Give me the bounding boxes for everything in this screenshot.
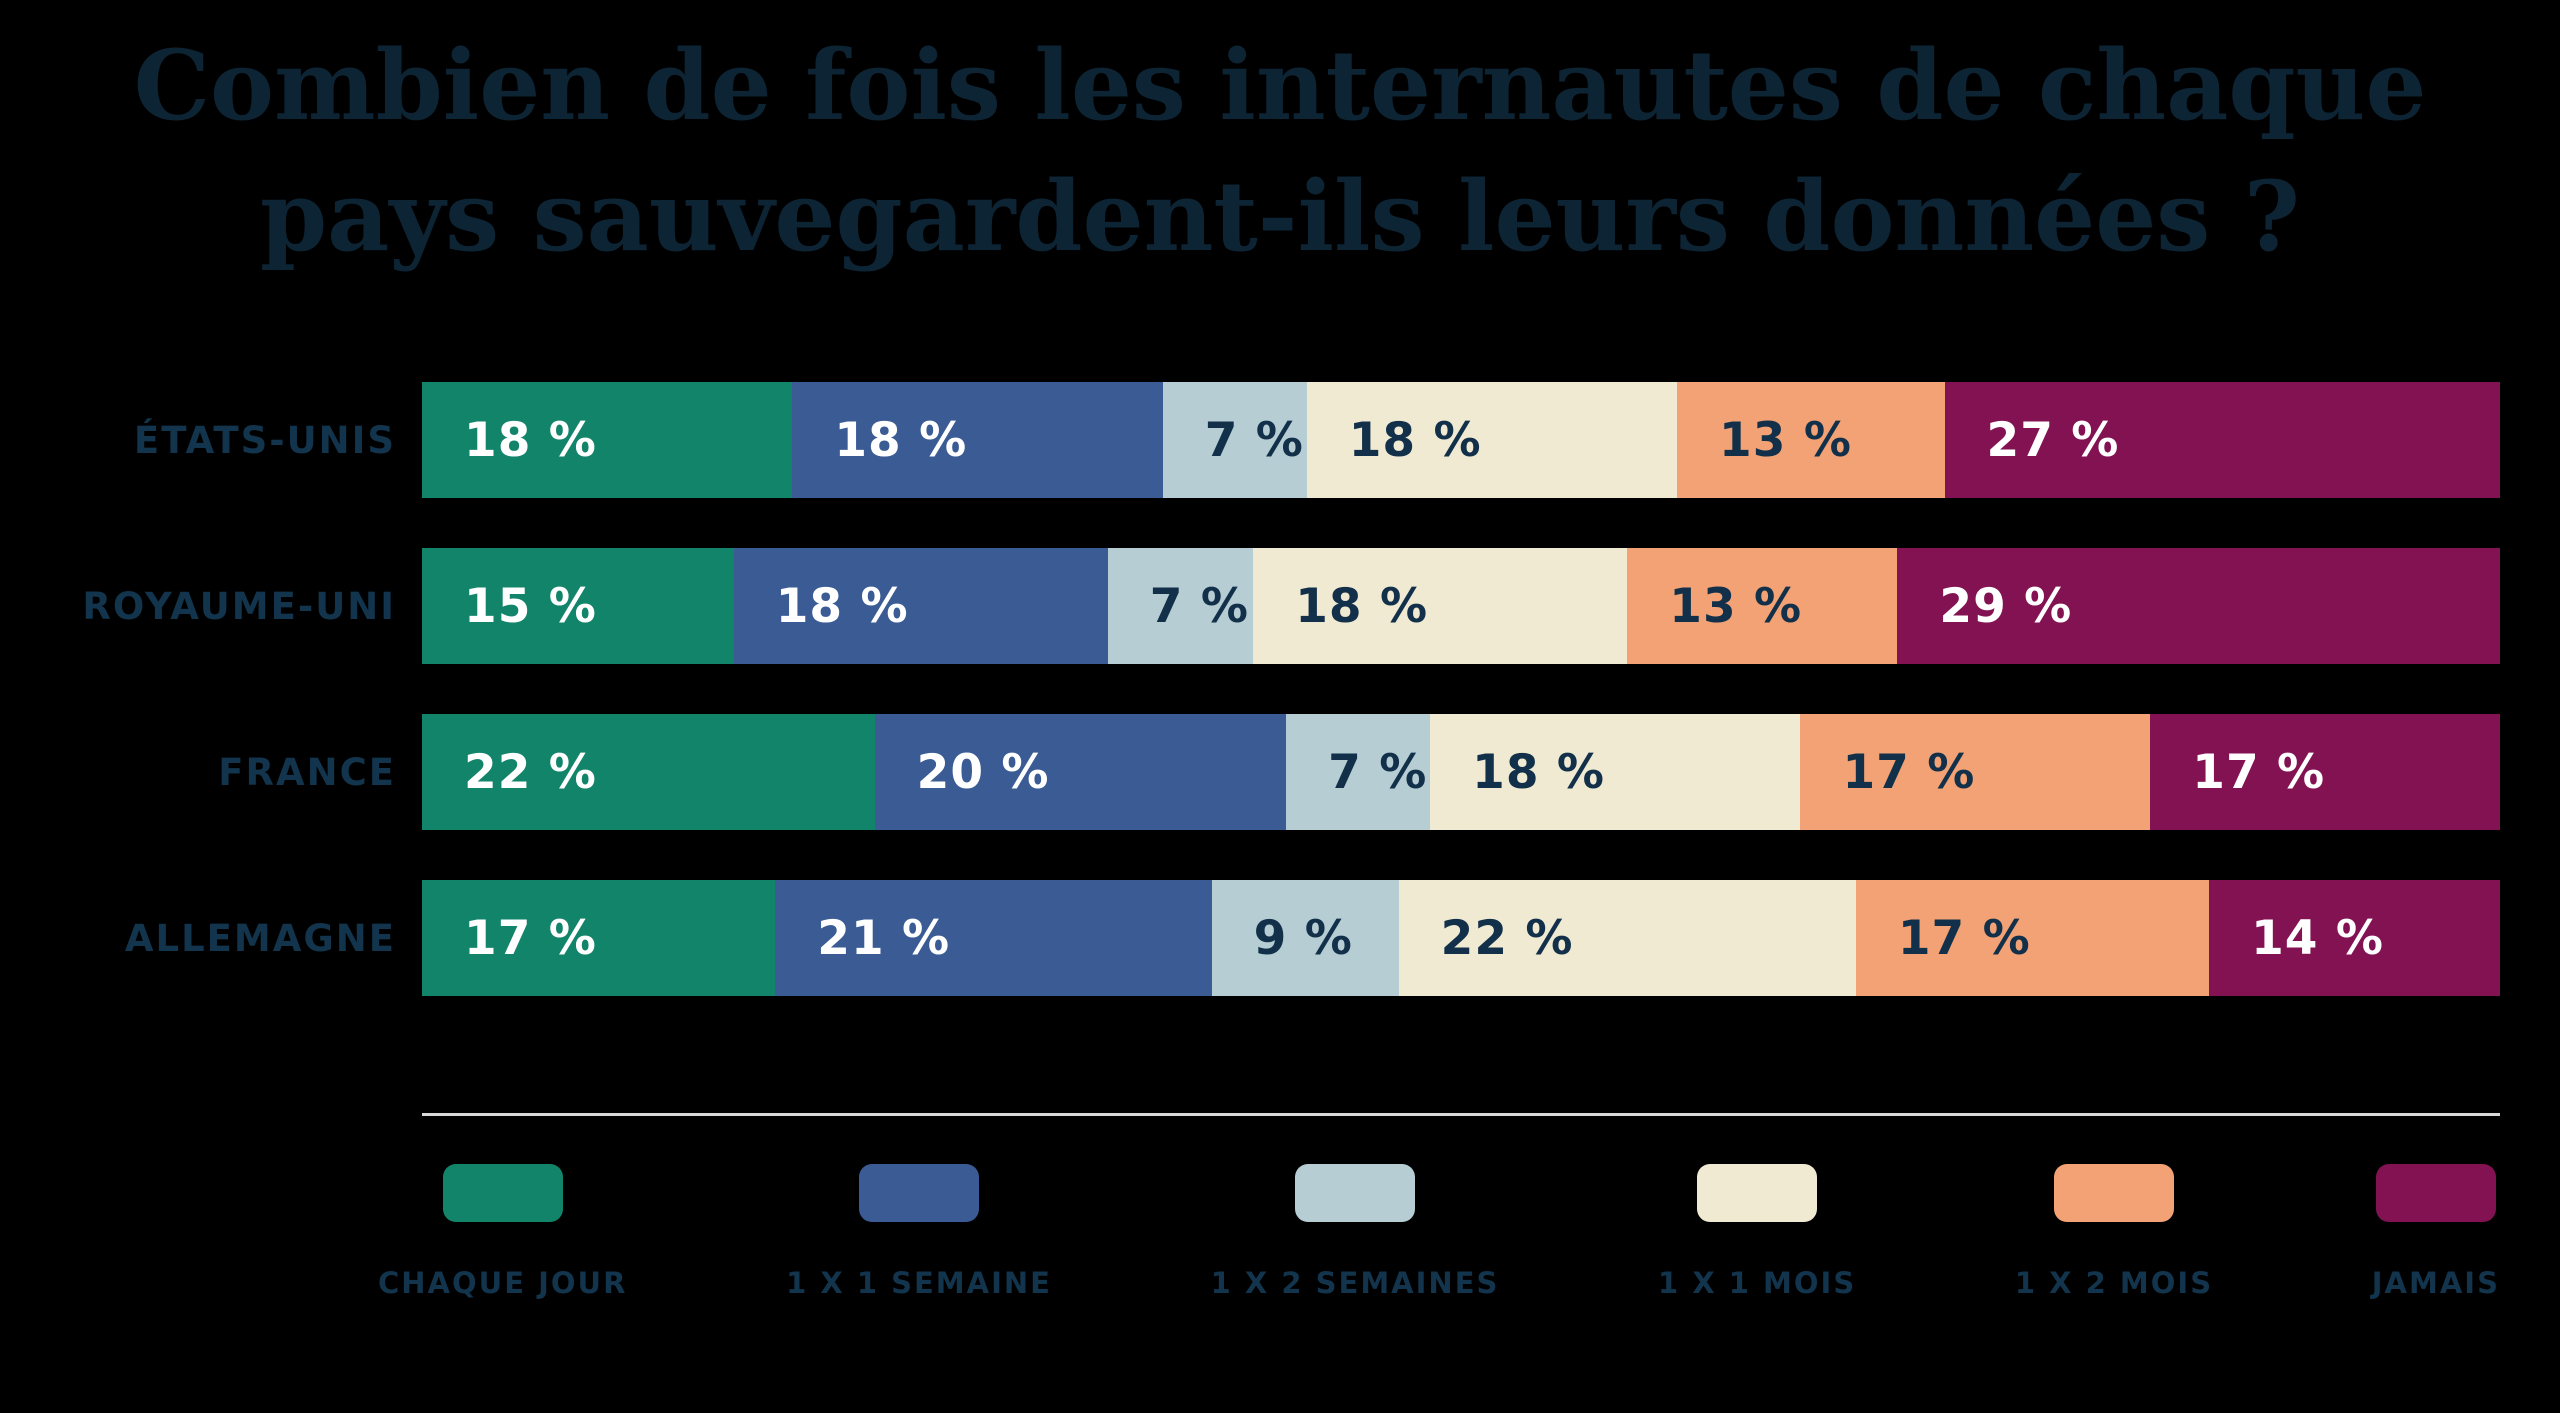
bar-segment: 17 % bbox=[2150, 714, 2501, 830]
bar-value-label: 13 % bbox=[1669, 578, 1803, 634]
legend-swatch bbox=[2054, 1164, 2174, 1222]
bar-value-label: 9 % bbox=[1253, 910, 1353, 966]
bar-segment: 13 % bbox=[1627, 548, 1898, 664]
bar-segment: 27 % bbox=[1944, 382, 2501, 498]
chart-row: FRANCE 22 % 20 % 7 % 18 % 17 % 17 % bbox=[0, 714, 2501, 830]
bar-segment: 7 % bbox=[1162, 382, 1307, 498]
chart-row: ÉTATS-UNIS 18 % 18 % 7 % 18 % 13 % 27 % bbox=[0, 382, 2501, 498]
chart-title-line1: Combien de fois les internautes de chaqu… bbox=[133, 29, 2427, 142]
bar-value-label: 17 % bbox=[1897, 910, 2031, 966]
bar-value-label: 17 % bbox=[464, 910, 597, 966]
chart-title-line2: pays sauvegardent-ils leurs données ? bbox=[260, 160, 2300, 273]
bar-track: 22 % 20 % 7 % 18 % 17 % 17 % bbox=[422, 714, 2501, 830]
bar-segment: 18 % bbox=[733, 548, 1108, 664]
bar-segment: 18 % bbox=[1253, 548, 1628, 664]
bar-track: 18 % 18 % 7 % 18 % 13 % 27 % bbox=[422, 382, 2501, 498]
legend-item: 1 X 2 MOIS bbox=[2015, 1164, 2213, 1300]
bar-value-label: 17 % bbox=[1842, 744, 1976, 800]
bar-segment: 21 % bbox=[775, 880, 1212, 996]
bar-value-label: 18 % bbox=[1472, 744, 1606, 800]
bar-segment: 20 % bbox=[874, 714, 1287, 830]
bar-value-label: 22 % bbox=[464, 744, 597, 800]
bar-segment: 22 % bbox=[422, 714, 875, 830]
legend-label: CHAQUE JOUR bbox=[378, 1266, 628, 1300]
bar-track: 15 % 18 % 7 % 18 % 13 % 29 % bbox=[422, 548, 2501, 664]
bar-segment: 18 % bbox=[1430, 714, 1801, 830]
bar-segment: 17 % bbox=[422, 880, 776, 996]
legend-item: CHAQUE JOUR bbox=[378, 1164, 627, 1300]
bar-value-label: 18 % bbox=[464, 412, 597, 468]
row-label: ALLEMAGNE bbox=[124, 916, 396, 960]
legend-swatch bbox=[1697, 1164, 1818, 1222]
bar-segment: 17 % bbox=[1800, 714, 2151, 830]
bar-segment: 18 % bbox=[1306, 382, 1678, 498]
row-label: FRANCE bbox=[218, 750, 396, 794]
bar-value-label: 20 % bbox=[916, 744, 1050, 800]
bar-value-label: 21 % bbox=[817, 910, 951, 966]
bar-value-label: 18 % bbox=[775, 578, 909, 634]
legend-item: 1 X 2 SEMAINES bbox=[1211, 1164, 1500, 1300]
bar-segment: 17 % bbox=[1855, 880, 2210, 996]
bar-segment: 29 % bbox=[1897, 548, 2501, 664]
legend-swatch bbox=[1295, 1164, 1415, 1222]
bar-value-label: 27 % bbox=[1986, 412, 2120, 468]
bar-value-label: 14 % bbox=[2251, 910, 2384, 966]
bar-segment: 22 % bbox=[1398, 880, 1856, 996]
chart-title: Combien de fois les internautes de chaqu… bbox=[0, 0, 2560, 282]
bar-segment: 18 % bbox=[422, 382, 793, 498]
legend-swatch bbox=[2375, 1164, 2496, 1222]
legend-swatch bbox=[442, 1164, 563, 1222]
bar-segment: 15 % bbox=[422, 548, 734, 664]
bar-segment: 7 % bbox=[1107, 548, 1254, 664]
bar-value-label: 7 % bbox=[1204, 412, 1304, 468]
bar-value-label: 15 % bbox=[464, 578, 597, 634]
chart-legend: CHAQUE JOUR 1 X 1 SEMAINE 1 X 2 SEMAINES 1 … bbox=[378, 1164, 2500, 1300]
bar-segment: 14 % bbox=[2209, 880, 2500, 996]
bar-segment: 18 % bbox=[792, 382, 1163, 498]
legend-item: 1 X 1 MOIS bbox=[1658, 1164, 1856, 1300]
stacked-bar-chart: ÉTATS-UNIS 18 % 18 % 7 % 18 % 13 % 27 % ROYAUME… bbox=[0, 382, 2560, 996]
bar-value-label: 7 % bbox=[1328, 744, 1428, 800]
legend-label: JAMAIS bbox=[2371, 1266, 2500, 1300]
row-label: ÉTATS-UNIS bbox=[133, 418, 396, 462]
bar-value-label: 7 % bbox=[1149, 578, 1249, 634]
legend-item: 1 X 1 SEMAINE bbox=[786, 1164, 1052, 1300]
chart-row: ALLEMAGNE 17 % 21 % 9 % 22 % 17 % 14 % bbox=[0, 880, 2500, 996]
bar-value-label: 13 % bbox=[1719, 412, 1852, 468]
bar-value-label: 29 % bbox=[1939, 578, 2073, 634]
legend-label: 1 X 2 SEMAINES bbox=[1210, 1266, 1500, 1300]
row-label: ROYAUME-UNI bbox=[82, 584, 396, 628]
legend-label: 1 X 1 MOIS bbox=[1658, 1266, 1857, 1300]
bar-value-label: 17 % bbox=[2192, 744, 2326, 800]
bar-value-label: 18 % bbox=[1295, 578, 1429, 634]
bar-value-label: 22 % bbox=[1440, 910, 1574, 966]
bar-value-label: 18 % bbox=[1348, 412, 1482, 468]
legend-label: 1 X 2 MOIS bbox=[2014, 1266, 2214, 1300]
bar-value-label: 18 % bbox=[834, 412, 968, 468]
legend-item: JAMAIS bbox=[2372, 1164, 2500, 1300]
chart-row: ROYAUME-UNI 15 % 18 % 7 % 18 % 13 % 29 % bbox=[0, 548, 2501, 664]
legend-swatch bbox=[859, 1164, 980, 1222]
bar-track: 17 % 21 % 9 % 22 % 17 % 14 % bbox=[422, 880, 2500, 996]
bar-segment: 9 % bbox=[1211, 880, 1399, 996]
bar-segment: 7 % bbox=[1286, 714, 1431, 830]
legend-divider bbox=[422, 1113, 2500, 1116]
legend-label: 1 X 1 SEMAINE bbox=[786, 1266, 1052, 1300]
bar-segment: 13 % bbox=[1677, 382, 1945, 498]
